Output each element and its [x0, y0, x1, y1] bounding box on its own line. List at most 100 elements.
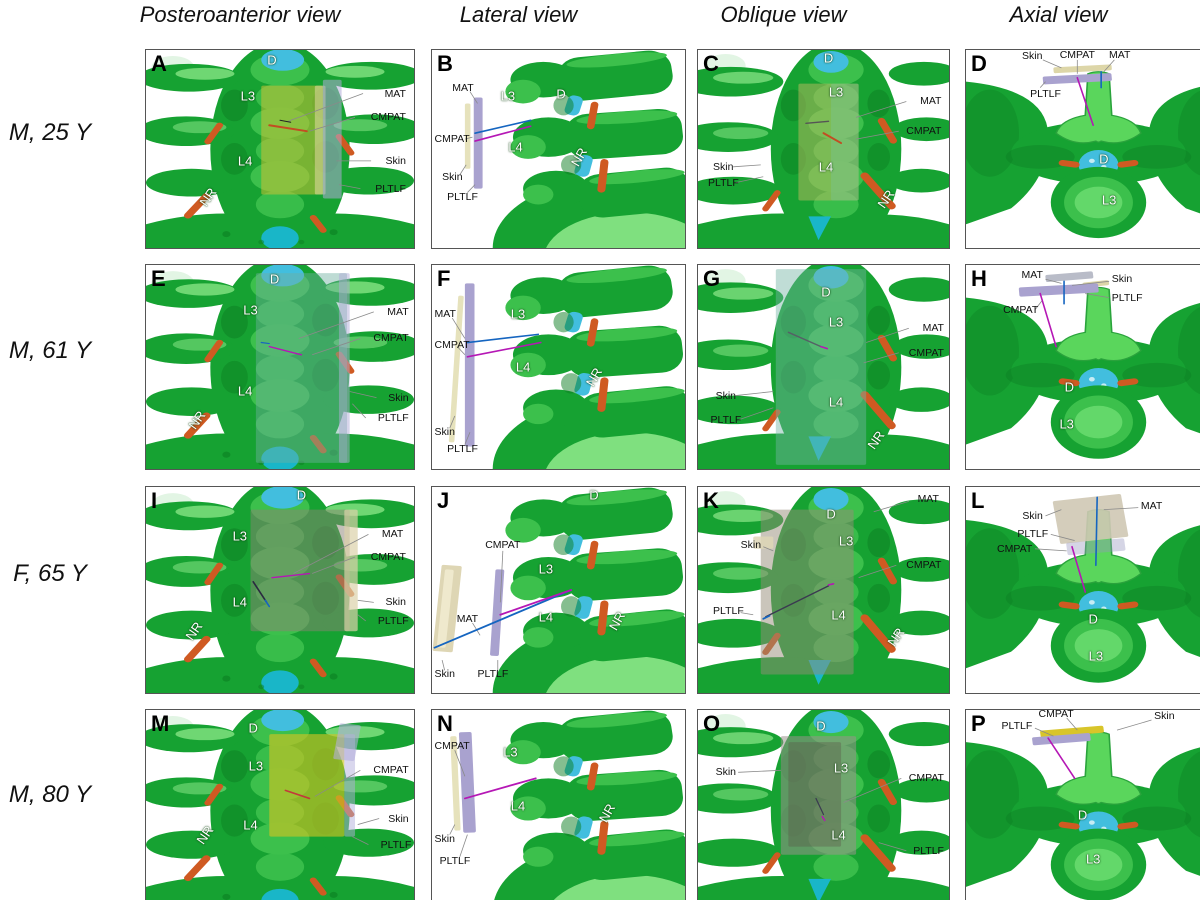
label-d: D: [1077, 807, 1088, 823]
label-pltlf: PLTLF: [913, 844, 944, 857]
label-skin: Skin: [715, 389, 736, 402]
label-l4: L4: [237, 153, 253, 169]
label-mat: MAT: [456, 612, 479, 625]
panel-n: N CMPAT L3 L4 NR Skin PLTLF: [431, 709, 686, 900]
label-l4: L4: [237, 383, 253, 399]
row-label-subject-4: M, 80 Y: [8, 780, 92, 808]
row-label-subject-2: M, 61 Y: [8, 337, 92, 364]
spine-3d-render: [966, 265, 1200, 469]
label-skin: Skin: [1022, 509, 1043, 522]
row-label-subject-3: F, 65 Y: [13, 560, 87, 587]
label-skin: Skin: [388, 812, 409, 825]
spine-3d-render: [698, 50, 949, 248]
spine-3d-render: [146, 487, 414, 693]
label-l3: L3: [248, 758, 264, 774]
panel-f: F MAT CMPAT Skin PLTLF L3 L4 NR: [431, 264, 686, 470]
label-cmpat: CMPAT: [908, 346, 944, 359]
label-mat: MAT: [1140, 499, 1163, 512]
panel-k: K MAT D L3 Skin CMPAT PLTLF L4 NR: [697, 486, 950, 694]
label-skin: Skin: [1154, 710, 1175, 723]
label-l4: L4: [515, 359, 531, 375]
panel-letter: P: [971, 711, 986, 736]
column-header-axial: Axial view: [1009, 2, 1108, 27]
label-d: D: [296, 487, 307, 503]
column-header-lateral: Lateral view: [459, 2, 578, 27]
label-cmpat: CMPAT: [373, 332, 409, 345]
label-cmpat: CMPAT: [434, 133, 470, 146]
label-d: D: [826, 506, 836, 522]
panel-letter: D: [971, 51, 987, 76]
label-mat: MAT: [384, 87, 406, 100]
row-label-subject-1: M, 25 Y: [8, 119, 92, 146]
label-cmpat: CMPAT: [370, 111, 406, 124]
panel-c: C D L3 L4 NR MAT CMPAT Skin PLTLF: [697, 49, 950, 249]
label-skin: Skin: [715, 766, 736, 779]
label-pltlf: PLTLF: [1111, 291, 1143, 304]
label-pltlf: PLTLF: [1017, 528, 1049, 541]
label-cmpat: CMPAT: [906, 125, 942, 138]
label-pltlf: PLTLF: [713, 604, 744, 617]
panel-letter: E: [151, 266, 166, 291]
spine-3d-render: [432, 265, 685, 469]
label-mat: MAT: [387, 305, 409, 318]
label-l3: L3: [232, 528, 248, 544]
label-cmpat: CMPAT: [485, 538, 521, 551]
panel-j: J D CMPAT L3 MAT L4 NR Skin PLTLF: [431, 486, 686, 694]
spine-3d-render: [698, 265, 949, 469]
label-pltlf: PLTLF: [375, 182, 406, 195]
label-l4: L4: [831, 827, 846, 843]
panel-l: L Skin MAT PLTLF CMPAT D L3: [965, 486, 1200, 694]
label-skin: Skin: [713, 160, 734, 173]
label-l3: L3: [510, 306, 526, 322]
label-pltlf: PLTLF: [710, 414, 742, 427]
label-l4: L4: [818, 159, 834, 175]
panel-i: I D L3 L4 NR MAT CMPAT Skin PLTLF: [145, 486, 415, 694]
label-pltlf: PLTLF: [439, 854, 471, 867]
label-pltlf: PLTLF: [447, 442, 478, 455]
label-l3: L3: [1085, 851, 1101, 867]
label-cmpat: CMPAT: [434, 338, 470, 351]
panel-a: A D L3 L4 NR MAT CMPAT Skin PLTLF: [145, 49, 415, 249]
label-mat: MAT: [917, 493, 939, 506]
label-l3: L3: [833, 760, 849, 776]
label-cmpat: CMPAT: [373, 764, 409, 777]
label-pltlf: PLTLF: [1030, 87, 1061, 100]
label-d: D: [589, 487, 599, 503]
label-d: D: [1088, 611, 1098, 627]
panel-letter: G: [703, 266, 721, 291]
spine-3d-render: [432, 710, 685, 900]
label-d: D: [248, 720, 258, 736]
label-skin: Skin: [385, 154, 406, 167]
label-mat: MAT: [1108, 49, 1131, 61]
label-mat: MAT: [920, 95, 942, 108]
label-skin: Skin: [1022, 49, 1043, 62]
label-pltlf: PLTLF: [380, 838, 412, 851]
label-d: D: [816, 718, 826, 734]
spine-3d-render: [966, 710, 1200, 900]
panel-letter: I: [151, 488, 158, 513]
panel-d: D Skin CMPAT MAT PLTLF D L3: [965, 49, 1200, 249]
label-l3: L3: [243, 302, 258, 318]
panel-m: M D L3 L4 NR CMPAT Skin PLTLF: [145, 709, 415, 900]
spine-3d-render: [146, 265, 414, 469]
label-d: D: [821, 284, 831, 300]
label-pltlf: PLTLF: [447, 190, 478, 203]
panel-o: O D L3 Skin CMPAT L4 PLTLF: [697, 709, 950, 900]
panel-e: E D L3 L4 NR MAT CMPAT Skin PLTLF: [145, 264, 415, 470]
column-header-oblique: Oblique view: [720, 2, 847, 27]
label-cmpat: CMPAT: [370, 551, 406, 564]
spine-3d-render: [966, 487, 1200, 693]
label-d: D: [1099, 151, 1109, 167]
panel-letter: O: [703, 711, 721, 736]
label-d: D: [1064, 379, 1075, 395]
label-skin: Skin: [385, 596, 406, 609]
label-mat: MAT: [434, 307, 456, 320]
spine-3d-render: [698, 487, 949, 693]
label-d: D: [823, 50, 834, 66]
label-l4: L4: [831, 607, 846, 623]
label-l3: L3: [503, 744, 518, 760]
label-pltlf: PLTLF: [377, 412, 409, 424]
panel-g: G D L3 L4 NR MAT CMPAT Skin PLTLF: [697, 264, 950, 470]
label-l4: L4: [243, 817, 258, 833]
